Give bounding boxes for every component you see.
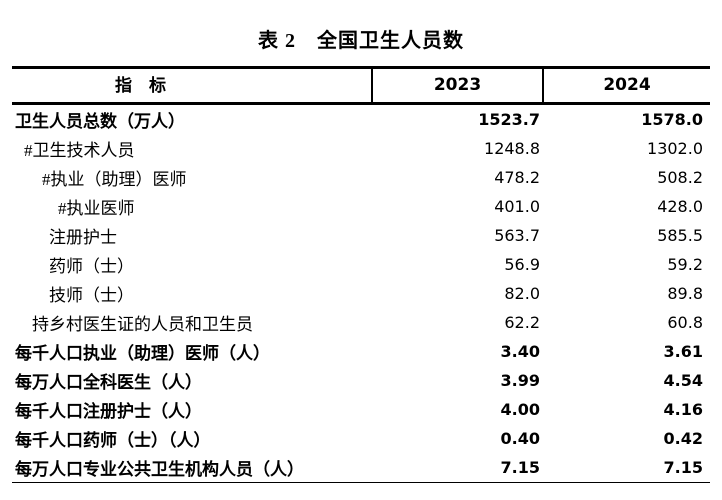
- table-row: #卫生技术人员 1248.8 1302.0: [12, 134, 710, 163]
- table-row: 药师（士） 56.9 59.2: [12, 250, 710, 279]
- value-2023-cell: 7.15: [500, 458, 540, 477]
- indicator-cell: 每万人口全科医生（人）: [15, 373, 202, 392]
- value-2024-cell: 60.8: [667, 313, 703, 332]
- value-2023-cell: 3.99: [500, 371, 540, 390]
- table-row: 卫生人员总数（万人） 1523.7 1578.0: [12, 105, 710, 134]
- indicator-cell: #执业医师: [58, 199, 135, 218]
- header-indicator: 指 标: [115, 76, 166, 95]
- health-personnel-table: 指 标 2023 2024 卫生人员总数（万人） 1523.7 1578.0 #…: [12, 66, 710, 483]
- value-2024-cell: 4.54: [663, 371, 703, 390]
- indicator-cell: 药师（士）: [49, 257, 134, 276]
- table-row: 技师（士） 82.0 89.8: [12, 279, 710, 308]
- value-2023-cell: 478.2: [494, 168, 540, 187]
- table-row: 每万人口全科医生（人） 3.99 4.54: [12, 366, 710, 395]
- value-2024-cell: 59.2: [667, 255, 703, 274]
- header-year-2023: 2023: [371, 69, 542, 102]
- value-2023-cell: 3.40: [500, 342, 540, 361]
- header-year-2024: 2024: [542, 69, 710, 102]
- value-2024-cell: 585.5: [657, 226, 703, 245]
- table-title: 表 2 全国卫生人员数: [258, 30, 464, 52]
- value-2023-cell: 62.2: [504, 313, 540, 332]
- value-2024-cell: 1302.0: [647, 139, 703, 158]
- value-2024-cell: 428.0: [657, 197, 703, 216]
- value-2023-cell: 56.9: [504, 255, 540, 274]
- table-header-row: 指 标 2023 2024: [12, 66, 710, 105]
- table-row: 每千人口执业（助理）医师（人） 3.40 3.61: [12, 337, 710, 366]
- value-2023-cell: 401.0: [494, 197, 540, 216]
- indicator-cell: 每千人口注册护士（人）: [15, 402, 202, 421]
- value-2023-cell: 563.7: [494, 226, 540, 245]
- indicator-cell: 卫生人员总数（万人）: [15, 112, 185, 131]
- indicator-cell: #执业（助理）医师: [42, 170, 187, 189]
- indicator-cell: 每万人口专业公共卫生机构人员（人）: [15, 460, 304, 479]
- value-2023-cell: 82.0: [504, 284, 540, 303]
- indicator-cell: #卫生技术人员: [24, 141, 135, 160]
- indicator-cell: 技师（士）: [49, 286, 134, 305]
- table-row: 每万人口专业公共卫生机构人员（人） 7.15 7.15: [12, 453, 710, 482]
- value-2024-cell: 7.15: [663, 458, 703, 477]
- value-2024-cell: 1578.0: [641, 110, 703, 129]
- table-row: #执业医师 401.0 428.0: [12, 192, 710, 221]
- value-2024-cell: 3.61: [663, 342, 703, 361]
- value-2023-cell: 1248.8: [484, 139, 540, 158]
- table-row: 每千人口注册护士（人） 4.00 4.16: [12, 395, 710, 424]
- value-2024-cell: 508.2: [657, 168, 703, 187]
- value-2023-cell: 1523.7: [478, 110, 540, 129]
- value-2024-cell: 4.16: [663, 400, 703, 419]
- table-row: 每千人口药师（士）（人） 0.40 0.42: [12, 424, 710, 453]
- table-row: 注册护士 563.7 585.5: [12, 221, 710, 250]
- value-2023-cell: 0.40: [500, 429, 540, 448]
- value-2024-cell: 89.8: [667, 284, 703, 303]
- value-2024-cell: 0.42: [663, 429, 703, 448]
- value-2023-cell: 4.00: [500, 400, 540, 419]
- indicator-cell: 持乡村医生证的人员和卫生员: [32, 315, 253, 334]
- indicator-cell: 注册护士: [49, 228, 117, 247]
- table-body: 卫生人员总数（万人） 1523.7 1578.0 #卫生技术人员 1248.8 …: [12, 105, 710, 483]
- table-row: #执业（助理）医师 478.2 508.2: [12, 163, 710, 192]
- table-row: 持乡村医生证的人员和卫生员 62.2 60.8: [12, 308, 710, 337]
- indicator-cell: 每千人口药师（士）（人）: [15, 431, 211, 450]
- indicator-cell: 每千人口执业（助理）医师（人）: [15, 344, 270, 363]
